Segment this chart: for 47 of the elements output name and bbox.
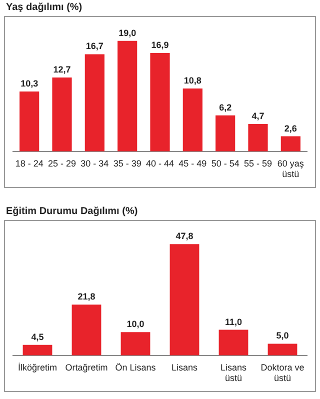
- data-label: 10,8: [184, 76, 202, 86]
- x-tick-label: Doktora ve üstü: [260, 362, 304, 384]
- data-label: 19,0: [118, 28, 136, 38]
- bar: [216, 115, 236, 152]
- x-tick-label: 25 - 29: [48, 158, 76, 168]
- x-tick-label: 55 - 59: [244, 158, 272, 168]
- data-label: 11,0: [224, 316, 242, 327]
- chart-title: Yaş dağılımı (%): [6, 2, 84, 13]
- x-tick-label: Lisans: [171, 362, 198, 372]
- x-tick-label: İlköğretim: [18, 362, 58, 372]
- chart-title: Eğitim Durumu Dağılımı (%): [6, 206, 139, 217]
- bar: [72, 304, 102, 356]
- bar: [120, 332, 150, 356]
- data-label: 10,3: [20, 78, 38, 88]
- data-label: 16,9: [151, 40, 169, 50]
- data-label: 4,5: [31, 332, 44, 342]
- x-tick-label: 45 - 49: [178, 158, 207, 168]
- x-tick-label: 18 - 24: [15, 158, 44, 168]
- data-label: 47,8: [176, 231, 194, 242]
- x-tick-label: 40 - 44: [146, 158, 174, 168]
- bar: [170, 244, 200, 356]
- bar: [218, 330, 248, 356]
- x-tick-label: Ortağretim: [65, 362, 108, 372]
- data-label: 5,0: [276, 330, 289, 341]
- bar: [182, 88, 202, 152]
- x-tick-label: 35 - 39: [113, 158, 142, 168]
- x-tick-label: Lisans üstü: [220, 362, 248, 384]
- data-label: 12,7: [53, 64, 71, 74]
- data-label: 10,0: [126, 319, 144, 330]
- data-label: 4,7: [252, 111, 264, 122]
- bar: [84, 54, 104, 152]
- data-label: 16,7: [86, 41, 104, 52]
- x-tick-label: Ön Lisans: [115, 362, 156, 372]
- bar: [280, 136, 300, 152]
- bar: [150, 53, 170, 152]
- bar: [118, 40, 138, 152]
- x-tick-label: 50 - 54: [211, 158, 240, 168]
- x-tick-label: 60 yaş üstü: [277, 158, 304, 180]
- bar: [20, 91, 40, 152]
- bar: [22, 344, 52, 356]
- bar: [268, 344, 298, 356]
- data-label: 2,6: [284, 123, 297, 134]
- bar: [52, 77, 72, 152]
- x-tick-label: 30 - 34: [80, 158, 109, 168]
- data-label: 21,8: [78, 292, 96, 302]
- data-label: 6,2: [219, 102, 232, 112]
- bar: [248, 124, 268, 152]
